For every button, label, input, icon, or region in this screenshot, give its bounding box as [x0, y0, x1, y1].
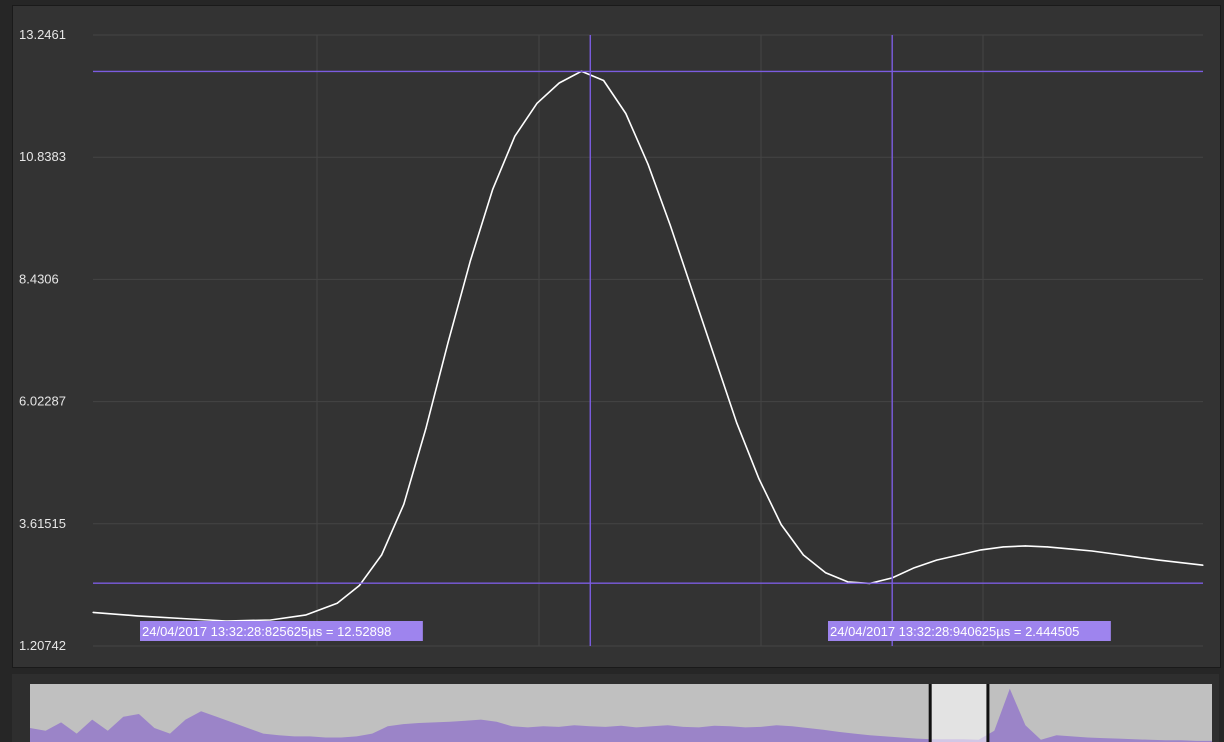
- data-point: [714, 356, 716, 358]
- cursor-label-box: [828, 621, 1111, 641]
- overview-window-left-handle[interactable]: [928, 684, 932, 742]
- line-chart[interactable]: 13.2461 10.8383 8.4306 6.02287 3.61515 1.2074…: [13, 6, 1220, 667]
- chart-grid: [93, 34, 1203, 647]
- data-point: [758, 478, 760, 480]
- y-tick-label: 10.8383: [19, 149, 66, 164]
- data-point: [305, 614, 307, 616]
- cursor-label-text: 24/04/2017 13:32:28:940625µs = 2.444505: [830, 624, 1079, 639]
- data-point: [913, 567, 916, 569]
- data-point: [403, 503, 405, 505]
- data-point: [1202, 564, 1204, 566]
- data-point: [447, 341, 449, 343]
- overview-area: [30, 688, 1212, 742]
- y-tick-label: 6.02287: [19, 394, 66, 409]
- data-point: [736, 422, 738, 424]
- data-point: [1135, 556, 1137, 558]
- data-point: [558, 82, 560, 84]
- data-point: [336, 602, 338, 604]
- data-point: [536, 102, 538, 104]
- overview-window-right-handle[interactable]: [986, 684, 990, 742]
- data-point: [625, 112, 627, 115]
- cursor-2-label: 24/04/2017 13:32:28:940625µs = 2.444505: [828, 621, 1111, 641]
- data-point: [1091, 550, 1093, 552]
- y-axis: 13.2461 10.8383 8.4306 6.02287 3.61515 1.2074…: [19, 27, 66, 653]
- data-point: [1113, 553, 1115, 555]
- data-point: [381, 554, 383, 556]
- data-point: [425, 427, 427, 429]
- chart-panel[interactable]: 13.2461 10.8383 8.4306 6.02287 3.61515 1.2074…: [12, 5, 1221, 668]
- overview-window[interactable]: [930, 684, 988, 742]
- data-point: [780, 523, 782, 526]
- y-tick-label: 8.4306: [19, 271, 59, 286]
- cursor-layer[interactable]: 24/04/2017 13:32:28:825625µs = 12.52898 2…: [93, 35, 1203, 646]
- data-point: [136, 615, 138, 617]
- series-layer: [92, 70, 1204, 622]
- data-point: [469, 260, 471, 262]
- data-point: [270, 619, 272, 621]
- data-point: [847, 581, 849, 583]
- data-point: [980, 549, 982, 551]
- y-tick-label: 1.20742: [19, 638, 66, 653]
- data-point: [1024, 545, 1026, 547]
- overview-chart[interactable]: [12, 674, 1219, 742]
- data-point: [1047, 546, 1049, 548]
- data-point: [802, 554, 805, 556]
- cursor-label-text: 24/04/2017 13:32:28:825625µs = 12.52898: [142, 624, 391, 639]
- data-point: [514, 135, 516, 137]
- data-point: [669, 224, 671, 226]
- cursor-1-label: 24/04/2017 13:32:28:825625µs = 12.52898: [140, 621, 423, 641]
- data-point: [936, 559, 938, 561]
- data-point: [691, 290, 694, 292]
- y-tick-label: 13.2461: [19, 27, 66, 42]
- data-point: [958, 554, 960, 556]
- signal-line: [92, 70, 1204, 622]
- data-point: [647, 163, 649, 165]
- data-point: [603, 79, 605, 82]
- data-point: [181, 617, 183, 620]
- overview-navigator[interactable]: [12, 674, 1219, 742]
- data-point: [492, 188, 494, 191]
- data-point: [1002, 546, 1004, 548]
- data-point: [1069, 548, 1071, 550]
- data-point: [92, 611, 94, 613]
- data-point: [1158, 559, 1160, 561]
- data-point: [358, 584, 360, 587]
- y-tick-label: 3.61515: [19, 516, 66, 531]
- data-point: [825, 572, 827, 574]
- cursor-label-box: [140, 621, 423, 641]
